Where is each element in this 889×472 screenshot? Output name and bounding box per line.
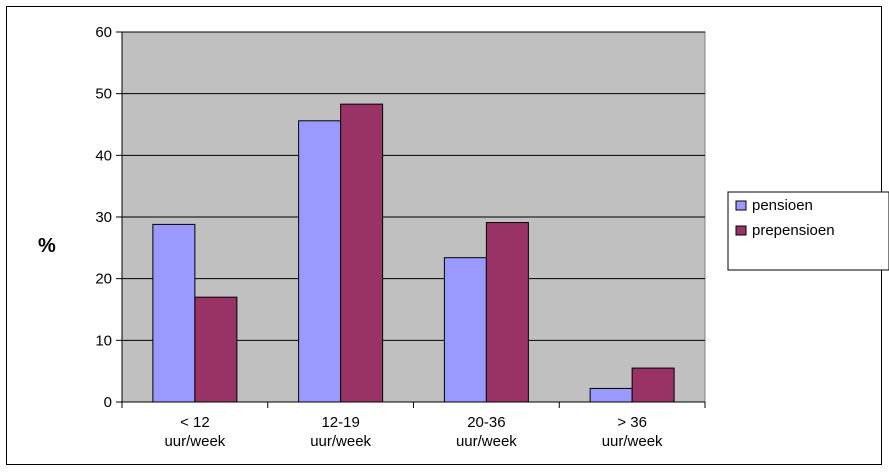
legend-box xyxy=(727,191,889,271)
legend-entry: prepensioen xyxy=(752,222,835,239)
bar-pensioen xyxy=(298,120,342,403)
x-category-label: 12-19 xyxy=(321,414,359,431)
x-category-label: uur/week xyxy=(456,433,517,450)
axes xyxy=(116,31,706,408)
bar-prepensioen xyxy=(485,222,529,403)
legend: pensioen prepensioen xyxy=(727,191,889,271)
y-tick-label: 50 xyxy=(95,86,112,103)
x-category-label: < 12 xyxy=(180,414,210,431)
y-axis-label: % xyxy=(38,235,56,257)
bar-prepensioen xyxy=(194,296,238,403)
y-tick-labels: 0 10 20 30 40 50 60 xyxy=(95,24,112,411)
y-tick-label: 10 xyxy=(95,332,112,349)
x-category-label: uur/week xyxy=(164,433,225,450)
legend-swatch xyxy=(735,200,747,211)
x-category-label: uur/week xyxy=(602,433,663,450)
y-tick-label: 20 xyxy=(95,271,112,288)
x-category-labels: < 12 uur/week 12-19 uur/week 20-36 uur/week > … xyxy=(164,414,663,450)
bar-pensioen xyxy=(443,257,487,403)
bar-prepensioen xyxy=(631,367,675,403)
y-tick-label: 40 xyxy=(95,147,112,164)
y-tick-label: 30 xyxy=(95,209,112,226)
x-category-label: 20-36 xyxy=(467,414,505,431)
bar-pensioen xyxy=(589,387,633,403)
y-tick-label: 0 xyxy=(104,394,112,411)
x-category-label: > 36 xyxy=(617,414,647,431)
x-category-label: uur/week xyxy=(310,433,371,450)
bar-prepensioen xyxy=(340,103,384,403)
legend-swatch xyxy=(735,225,747,236)
bars xyxy=(152,103,675,403)
legend-entry: pensioen xyxy=(752,197,813,214)
y-tick-label: 60 xyxy=(95,24,112,41)
bar-pensioen xyxy=(152,223,196,403)
